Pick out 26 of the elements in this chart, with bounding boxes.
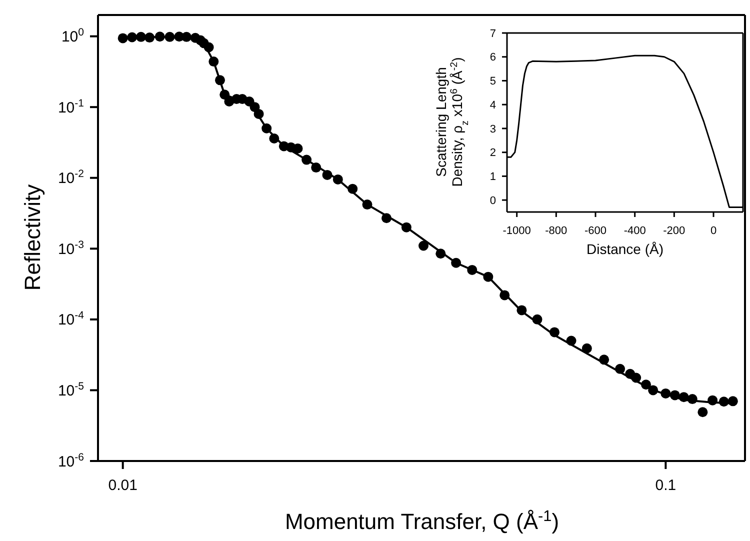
y-tick-label: 7 — [490, 28, 496, 40]
x-tick-label: -1000 — [502, 225, 531, 237]
x-axis-title: Momentum Transfer, Q (Å$^{-1}$) — [284, 508, 560, 534]
x-tick-label: 0.01 — [108, 477, 138, 494]
x-tick-label: -600 — [584, 225, 607, 237]
y-tick-label: 5 — [490, 76, 496, 88]
y-tick-label: 1 — [490, 171, 496, 184]
y-tick-label: 0 — [490, 194, 496, 207]
y-tick-label: 10$^{-6}$ — [58, 451, 84, 470]
y-tick-label: 10$^{-5}$ — [58, 380, 84, 400]
x-tick-label: -800 — [545, 225, 568, 237]
y-tick-label: 10$^{-2}$ — [58, 168, 84, 188]
x-tick-label: 0.1 — [655, 477, 676, 494]
y-tick-label: 2 — [490, 147, 496, 160]
x-axis-title: Distance (Å) — [586, 241, 664, 257]
y-tick-label: 10$^{-4}$ — [58, 310, 84, 329]
y-axis-title: Reflectivity — [20, 184, 45, 291]
y-tick-label: 10$^{0}$ — [61, 26, 84, 46]
x-tick-label: -400 — [624, 225, 646, 237]
y-tick-label: 10$^{-3}$ — [58, 238, 84, 258]
y-tick-label: 3 — [490, 123, 496, 136]
y-tick-label: 10$^{-1}$ — [58, 97, 84, 116]
y-tick-label: 4 — [490, 99, 496, 112]
x-tick-label: -200 — [663, 225, 686, 237]
y-tick-label: 6 — [490, 52, 496, 64]
x-tick-label: 0 — [710, 225, 717, 237]
